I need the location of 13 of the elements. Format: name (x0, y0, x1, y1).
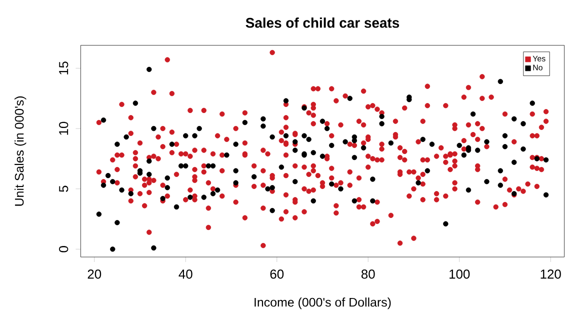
chart-title: Sales of child car seats (246, 18, 400, 28)
y-axis-title: Unit Sales (in 000's) (14, 96, 26, 206)
x-axis-title: Income (000's of Dollars) (254, 298, 391, 310)
y-tick-label: 0 (59, 246, 68, 252)
x-tick-label: 60 (270, 270, 284, 279)
x-tick-label: 120 (540, 270, 561, 279)
x-tick-label: 40 (178, 270, 192, 279)
x-tick-label: 100 (450, 270, 470, 279)
y-tick-label: 10 (59, 122, 68, 135)
x-tick-label: 20 (88, 270, 102, 279)
y-tick-label: 15 (59, 62, 68, 74)
y-tick-label: 5 (59, 186, 68, 192)
x-tick-label: 80 (361, 270, 375, 279)
